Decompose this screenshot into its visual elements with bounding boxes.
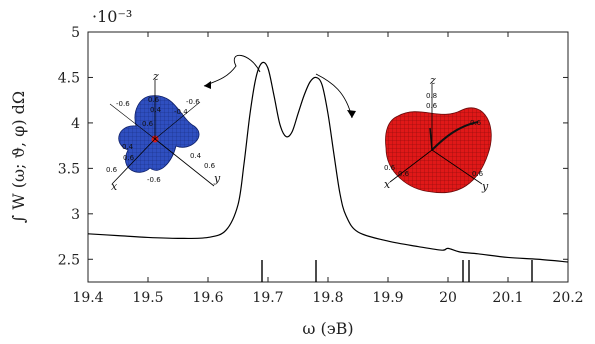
y-tick-label: 5 bbox=[71, 25, 80, 41]
right-tick-5: 0.6 bbox=[398, 170, 410, 178]
right-x-label: x bbox=[384, 178, 391, 191]
right-tick-4: 0.6 bbox=[384, 164, 396, 172]
inset-left-surface: z y x -0.6 -0.6 -0.4 0.6 0.4 0.4 0.6 0.6… bbox=[106, 70, 221, 193]
right-z-label: z bbox=[429, 74, 436, 87]
right-y-axis bbox=[431, 149, 483, 185]
inset-right-surface: z y x 0.8 0.6 0.6 0.6 0.6 0.6 bbox=[384, 74, 492, 194]
left-z-label: z bbox=[152, 70, 159, 83]
left-tick-5: 0.4 bbox=[150, 106, 162, 114]
left-tick-7: 0.6 bbox=[204, 162, 216, 170]
red-surface-fold bbox=[431, 121, 479, 151]
left-x-label: x bbox=[111, 180, 118, 193]
right-tick-1: 0.8 bbox=[426, 92, 437, 100]
blue-surface bbox=[118, 95, 200, 173]
left-tick-9: -0.6 bbox=[147, 176, 161, 184]
right-connector bbox=[315, 73, 353, 119]
left-tick-11: 0.4 bbox=[122, 143, 134, 151]
left-diag-1 bbox=[109, 103, 156, 140]
left-diag-2 bbox=[154, 101, 201, 140]
x-tick-label: 20.2 bbox=[552, 290, 583, 306]
right-tick-6: 0.6 bbox=[472, 170, 484, 178]
left-tick-4: 0.6 bbox=[148, 96, 160, 104]
left-tick-6: 0.4 bbox=[190, 152, 202, 160]
left-tick-2: -0.6 bbox=[186, 98, 200, 106]
right-arrowhead bbox=[347, 110, 356, 118]
left-x-axis bbox=[111, 138, 156, 185]
y-axis-label: ∫ W (ω; ϑ, φ) dΩ bbox=[9, 91, 28, 223]
left-tick-12: 0.6 bbox=[142, 120, 154, 128]
y-axis-ticks: 2.5 3 3.5 4 4.5 5 bbox=[58, 25, 568, 268]
left-tick-10: 0.6 bbox=[106, 166, 118, 174]
resonance-lines bbox=[261, 260, 533, 282]
x-tick-label: 20 bbox=[439, 290, 457, 306]
y-tick-label: 4 bbox=[71, 116, 80, 132]
left-tick-1: -0.6 bbox=[116, 100, 130, 108]
x-axis-ticks: 19.4 19.5 19.6 19.7 19.8 19.9 20 20.1 20.2 bbox=[72, 32, 584, 306]
x-tick-label: 19.6 bbox=[192, 290, 223, 306]
x-tick-label: 19.9 bbox=[372, 290, 403, 306]
left-tick-3: -0.4 bbox=[174, 108, 188, 116]
right-tick-3: 0.6 bbox=[470, 119, 482, 127]
series-line bbox=[87, 61, 569, 263]
y-multiplier: ·10⁻³ bbox=[92, 7, 132, 26]
x-tick-label: 20.1 bbox=[492, 290, 523, 306]
x-tick-label: 19.5 bbox=[132, 290, 163, 306]
right-tick-2: 0.6 bbox=[426, 102, 438, 110]
x-tick-label: 19.7 bbox=[252, 290, 283, 306]
left-y-axis bbox=[154, 138, 215, 187]
left-tick-8: 0.6 bbox=[123, 154, 135, 162]
y-tick-label: 4.5 bbox=[58, 70, 80, 86]
left-connector bbox=[203, 55, 261, 87]
left-arrowhead bbox=[204, 81, 211, 89]
left-y-label: y bbox=[213, 172, 221, 185]
y-tick-label: 2.5 bbox=[58, 252, 80, 268]
right-y-label: y bbox=[481, 180, 489, 193]
red-surface bbox=[385, 107, 492, 194]
right-x-axis bbox=[389, 149, 433, 183]
x-axis-label: ω (эВ) bbox=[302, 319, 353, 338]
x-tick-label: 19.4 bbox=[72, 290, 103, 306]
y-tick-label: 3.5 bbox=[58, 161, 80, 177]
x-tick-label: 19.8 bbox=[312, 290, 343, 306]
y-tick-label: 3 bbox=[71, 207, 80, 223]
